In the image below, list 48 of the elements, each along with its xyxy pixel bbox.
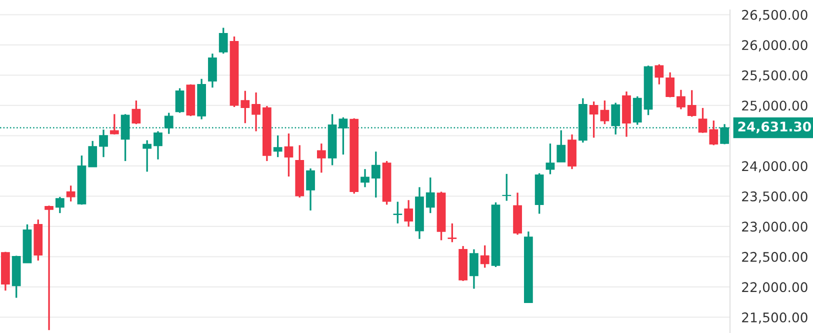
candlestick bbox=[393, 200, 402, 224]
y-tick-label: 23,000.00 bbox=[742, 222, 808, 233]
candlestick bbox=[371, 150, 380, 198]
candlestick bbox=[132, 100, 141, 125]
candlestick bbox=[66, 184, 76, 202]
candlestick bbox=[589, 100, 598, 139]
candlestick bbox=[632, 96, 642, 126]
candlestick bbox=[306, 168, 315, 212]
candlestick bbox=[284, 132, 294, 178]
y-tick-label: 23,500.00 bbox=[742, 191, 808, 203]
candlestick bbox=[55, 196, 64, 214]
y-tick-label: 24,000.00 bbox=[742, 161, 808, 172]
candlestick bbox=[88, 140, 98, 168]
candlestick bbox=[654, 64, 664, 86]
candlestick bbox=[218, 26, 228, 54]
candlestick bbox=[154, 130, 162, 160]
candlestick bbox=[142, 139, 152, 173]
candlestick bbox=[175, 87, 184, 114]
candlestick bbox=[240, 90, 250, 124]
candlestick bbox=[252, 92, 260, 132]
ref-line-label: 24,631.30 bbox=[738, 122, 811, 134]
candlestick bbox=[556, 129, 566, 163]
candlestick bbox=[273, 134, 282, 158]
candlestick bbox=[709, 120, 718, 146]
y-tick-label: 25,000.00 bbox=[742, 100, 808, 112]
y-tick-label: 26,000.00 bbox=[742, 40, 808, 52]
y-tick-label: 22,000.00 bbox=[742, 282, 808, 294]
candlestick bbox=[110, 113, 119, 136]
candlestick bbox=[698, 107, 708, 134]
candlestick bbox=[470, 248, 478, 290]
candlestick bbox=[687, 89, 696, 118]
candlestick bbox=[44, 204, 54, 331]
candlestick bbox=[404, 199, 414, 228]
y-tick-label: 25,500.00 bbox=[742, 70, 808, 82]
candlestick bbox=[600, 100, 610, 125]
y-tick-label: 21,500.00 bbox=[742, 312, 808, 324]
candlestick bbox=[676, 89, 686, 110]
y-tick-label: 22,500.00 bbox=[742, 252, 808, 264]
candlestick bbox=[208, 52, 217, 88]
candlestick bbox=[546, 142, 555, 176]
candlestick bbox=[360, 168, 370, 188]
candlestick bbox=[666, 72, 675, 98]
candlestick bbox=[426, 176, 435, 214]
y-tick-label: 26,500.00 bbox=[742, 10, 808, 22]
candlestick bbox=[502, 173, 512, 202]
candlestick bbox=[448, 222, 457, 244]
candlestick bbox=[316, 142, 326, 174]
candlestick bbox=[480, 244, 490, 269]
